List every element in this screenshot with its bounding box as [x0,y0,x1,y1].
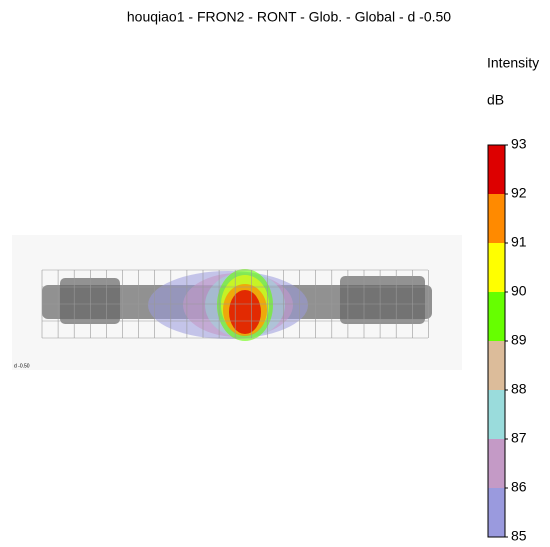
colorbar-tick-label: 90 [511,283,527,299]
colorbar-band [488,292,505,341]
colorbar-tick-label: 92 [511,185,527,201]
map-image [12,235,462,370]
colorbar-band [488,194,505,243]
colorbar-tick-label: 86 [511,479,527,495]
chart-title: houqiao1 - FRON2 - RONT - Glob. - Global… [127,9,451,25]
colorbar-band [488,145,505,194]
colorbar-band [488,390,505,439]
colorbar-tick-label: 91 [511,234,527,250]
colorbar-band [488,341,505,390]
colorbar-tick-label: 85 [511,528,527,542]
colorbar-unit: dB [487,92,504,108]
colorbar-title: Intensity [487,55,539,71]
colorbar-tick-label: 88 [511,381,527,397]
colorbar-band [488,243,505,292]
colorbar-tick-label: 89 [511,332,527,348]
colorbar-band [488,439,505,488]
colorbar-band [488,488,505,537]
map-annotation: d -0.50 [14,363,30,369]
colorbar-tick-label: 93 [511,136,527,152]
colorbar-tick-label: 87 [511,430,527,446]
